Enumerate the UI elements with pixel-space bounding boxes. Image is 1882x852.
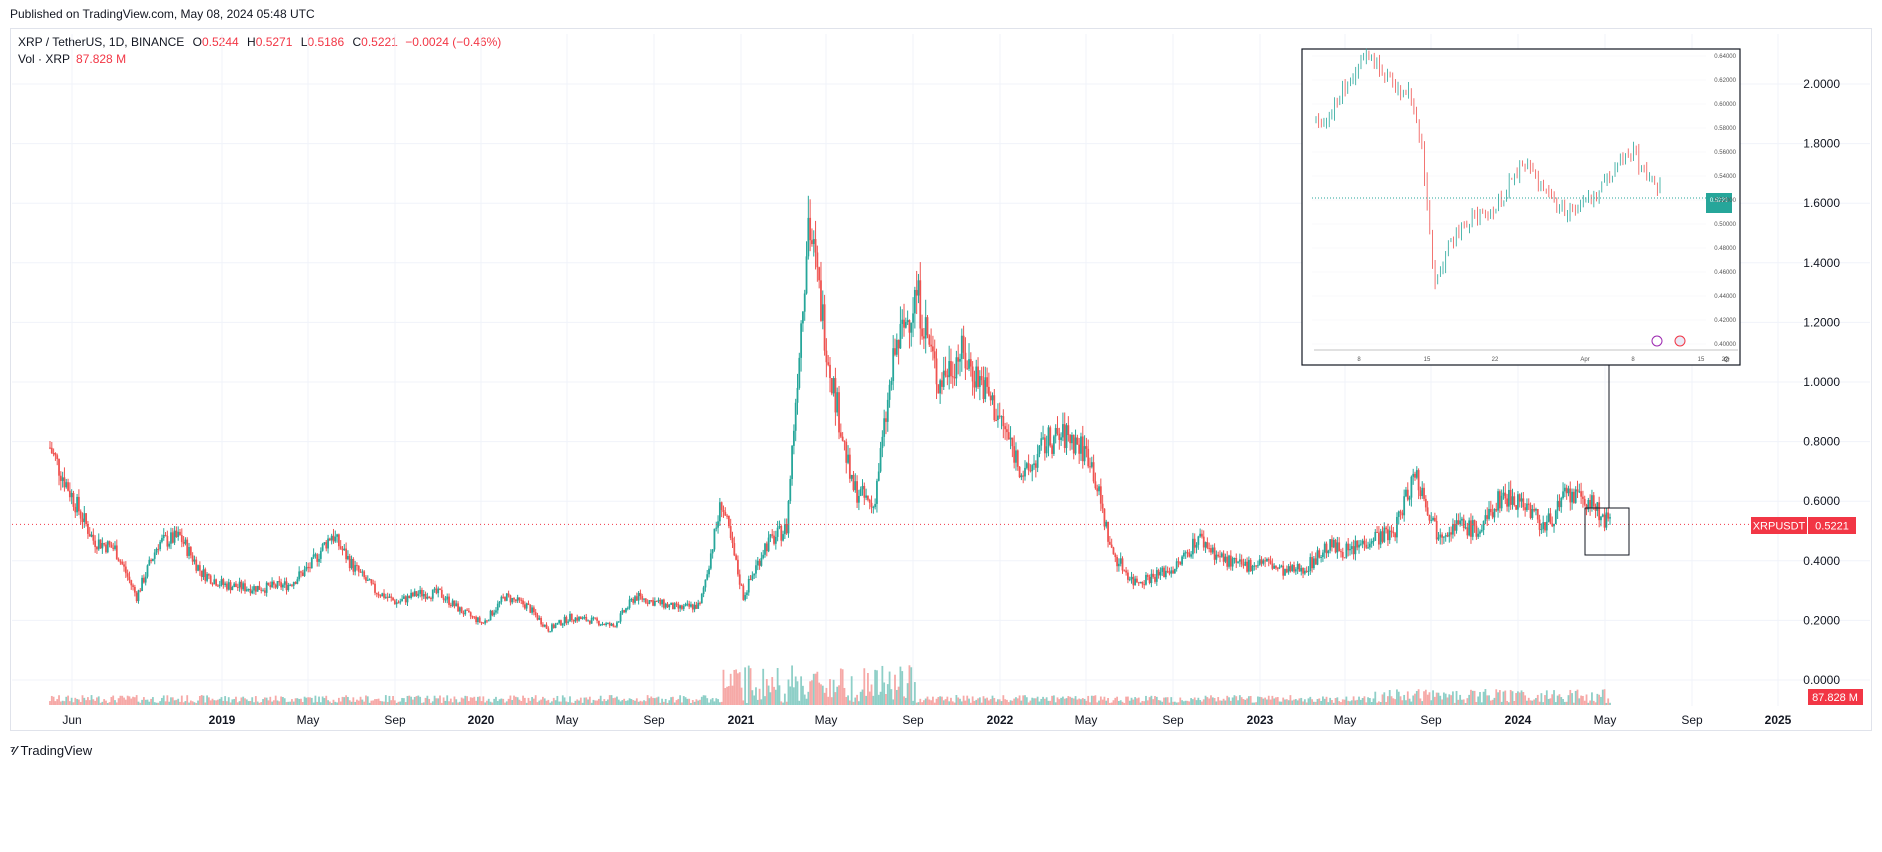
legend-volume-label[interactable]: Vol · XRP xyxy=(18,52,71,66)
chart-legend: XRP / TetherUS, 1D, BINANCE O0.5244 H0.5… xyxy=(18,34,501,68)
legend-close-label: C xyxy=(352,35,362,49)
tradingview-logo[interactable]: ⁷⁄ TradingView xyxy=(10,743,92,758)
legend-change: −0.0024 (−0.46%) xyxy=(405,35,502,49)
legend-low: 0.5186 xyxy=(307,35,345,49)
legend-volume-value: 87.828 M xyxy=(76,52,127,66)
legend-open: 0.5244 xyxy=(201,35,239,49)
tradingview-logo-text: TradingView xyxy=(20,743,93,758)
legend-price-row: XRP / TetherUS, 1D, BINANCE O0.5244 H0.5… xyxy=(18,34,501,51)
published-caption: Published on TradingView.com, May 08, 20… xyxy=(10,7,315,21)
legend-open-label: O xyxy=(192,35,202,49)
legend-low-label: L xyxy=(300,35,308,49)
legend-volume-row: Vol · XRP 87.828 M xyxy=(18,51,501,68)
tradingview-logo-icon: ⁷⁄ xyxy=(10,743,16,758)
legend-high: 0.5271 xyxy=(255,35,293,49)
chart-frame[interactable] xyxy=(10,28,1872,731)
legend-symbol[interactable]: XRP / TetherUS, 1D, BINANCE xyxy=(18,35,185,49)
legend-close: 0.5221 xyxy=(361,35,398,49)
legend-high-label: H xyxy=(247,35,256,49)
